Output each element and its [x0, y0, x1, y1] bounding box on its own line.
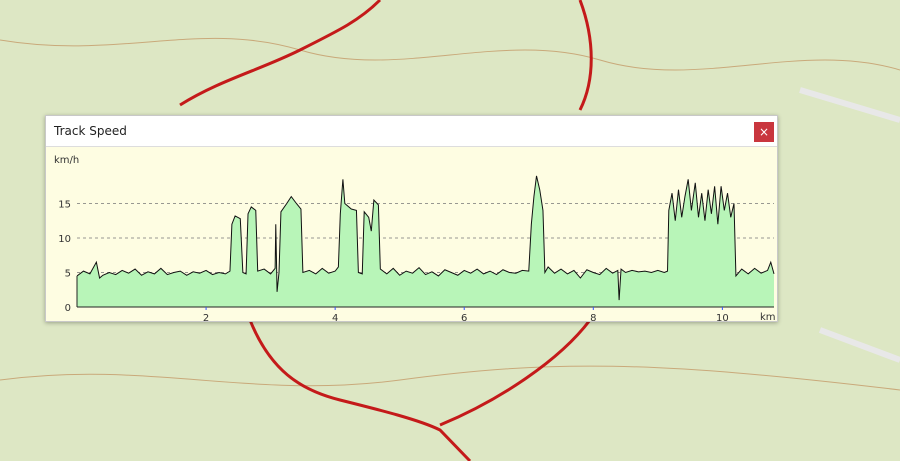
x-tick-label: 4 [332, 313, 338, 321]
window-title: Track Speed [54, 124, 127, 138]
y-axis-label: km/h [54, 155, 79, 166]
x-tick-label: 10 [716, 313, 729, 321]
close-icon: × [758, 125, 770, 139]
track-speed-window: Track Speed × km/h km 0 5 10 15 2 4 6 8 10 [45, 115, 778, 324]
y-tick-label: 0 [65, 303, 71, 314]
y-tick-label: 15 [58, 200, 71, 211]
speed-area [77, 175, 774, 307]
speed-chart-svg: km/h km 0 5 10 15 2 4 6 8 10 [54, 155, 776, 324]
x-tick-label: 6 [461, 313, 467, 321]
x-axis-label: km [760, 312, 776, 321]
title-bar[interactable]: Track Speed × [46, 116, 777, 147]
x-tick-label: 8 [590, 313, 596, 321]
y-tick-label: 10 [58, 234, 71, 245]
speed-chart: km/h km 0 5 10 15 2 4 6 8 10 [46, 147, 777, 324]
speed-line [76, 175, 775, 301]
x-tick-label: 2 [203, 313, 209, 321]
close-button[interactable]: × [754, 122, 774, 142]
y-tick-label: 5 [65, 269, 71, 280]
